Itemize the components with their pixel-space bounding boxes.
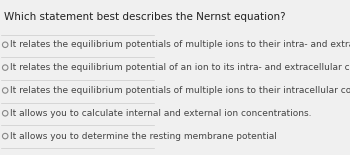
Text: It relates the equilibrium potentials of multiple ions to their intracellular co: It relates the equilibrium potentials of…: [10, 86, 350, 95]
Text: It relates the equilibrium potential of an ion to its intra- and extracellular c: It relates the equilibrium potential of …: [10, 63, 350, 72]
Text: It allows you to determine the resting membrane potential: It allows you to determine the resting m…: [10, 132, 276, 141]
Text: Which statement best describes the Nernst equation?: Which statement best describes the Nerns…: [5, 12, 286, 22]
Text: It relates the equilibrium potentials of multiple ions to their intra- and extra: It relates the equilibrium potentials of…: [10, 40, 350, 49]
Text: It allows you to calculate internal and external ion concentrations.: It allows you to calculate internal and …: [10, 109, 311, 118]
